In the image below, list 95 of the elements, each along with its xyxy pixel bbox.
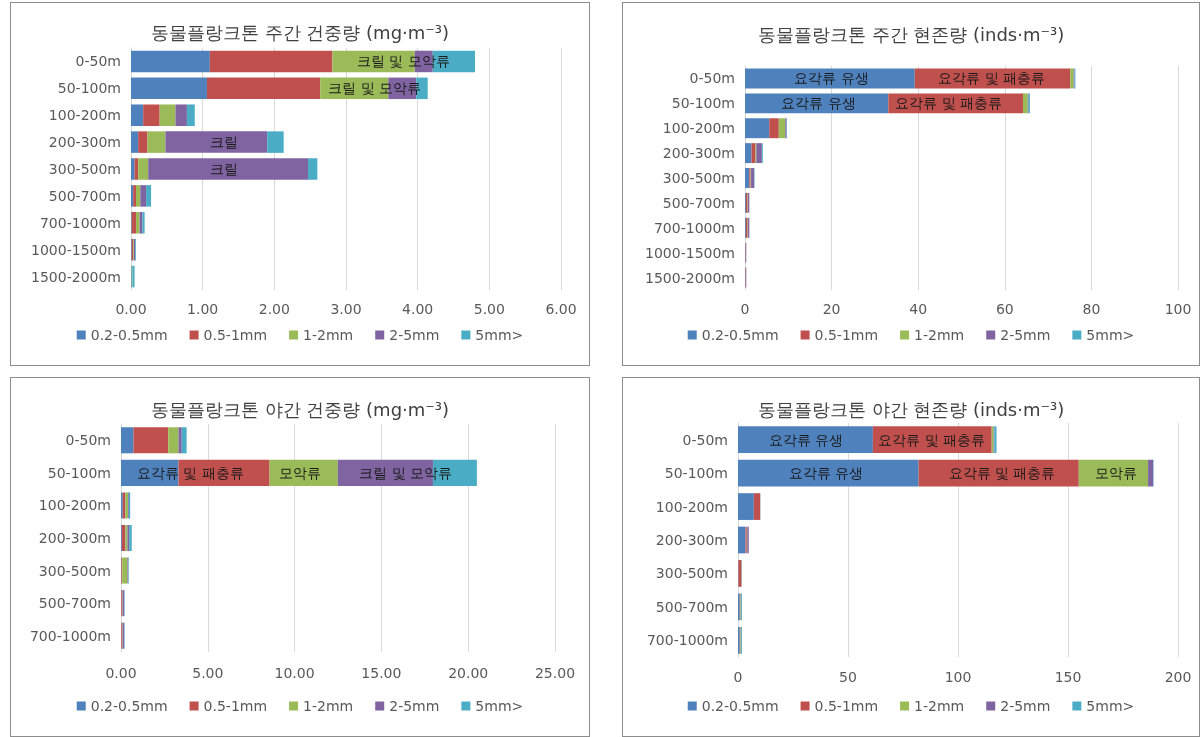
x-tick-label: 25.00 <box>534 665 576 681</box>
annotation: 요각류 유생 <box>788 465 864 482</box>
x-tick-label: 10.00 <box>274 665 315 681</box>
y-tick-label: 300-500m <box>655 565 728 582</box>
legend-label: 2-5mm <box>389 698 440 714</box>
y-tick-label: 500-700m <box>38 595 111 612</box>
x-tick-label: 40 <box>909 301 928 317</box>
y-tick-label: 1500-2000m <box>31 268 121 285</box>
x-tick-label: 3.00 <box>330 301 362 317</box>
x-tick-label: 0 <box>740 301 750 317</box>
x-tick-label: 100 <box>944 669 972 685</box>
legend-label: 5mm> <box>475 327 524 343</box>
legend-label: 5mm> <box>475 698 524 714</box>
y-tick-label: 700-1000m <box>29 627 111 644</box>
x-tick-label: 15.00 <box>361 665 402 681</box>
legend-label: 0.5-1mm <box>203 327 268 343</box>
annotation: 요각류 및 패충류 <box>895 95 1002 112</box>
y-tick-label: 100-200m <box>48 107 121 124</box>
y-tick-label: 1000-1500m <box>645 244 735 261</box>
y-tick-label: 50-100m <box>671 95 735 112</box>
x-tick-label: 2.00 <box>258 301 290 317</box>
y-tick-label: 0-50m <box>65 432 111 449</box>
chart-title: 동물플랑크톤 주간 현존량 (inds·m⁻³) <box>757 23 1065 45</box>
annotation: 크릴 <box>210 161 239 177</box>
y-tick-label: 50-100m <box>47 464 111 481</box>
y-tick-label: 500-700m <box>48 187 121 204</box>
annotation: 요각류 유생 <box>794 70 869 87</box>
chart-title: 동물플랑크톤 주간 건중량 (mg·m⁻³) <box>150 21 450 43</box>
x-tick-label: 20.00 <box>448 665 489 681</box>
y-tick-label: 50-100m <box>57 80 121 97</box>
annotation: 요각류 유생 <box>781 95 856 112</box>
y-tick-label: 0-50m <box>682 431 728 448</box>
y-tick-label: 200-300m <box>655 532 728 548</box>
legend-label: 5mm> <box>1086 698 1135 714</box>
y-tick-label: 700-1000m <box>653 219 735 236</box>
y-tick-label: 200-300m <box>48 134 121 151</box>
x-tick-label: 0.00 <box>115 301 147 317</box>
x-tick-label: 4.00 <box>402 301 434 317</box>
x-tick-label: 5.00 <box>473 301 505 317</box>
legend-label: 0.5-1mm <box>814 327 879 343</box>
chart-title: 동물플랑크톤 야간 현존량 (inds·m⁻³) <box>757 398 1065 420</box>
y-tick-label: 50-100m <box>664 465 728 482</box>
y-tick-label: 300-500m <box>48 161 121 177</box>
x-tick-label: 1.00 <box>187 301 219 317</box>
legend-label: 2-5mm <box>1000 698 1051 714</box>
annotation: 요각류 및 패충류 <box>878 431 986 448</box>
x-tick-label: 50 <box>839 669 857 685</box>
annotation: 요각류 및 패충류 <box>938 70 1046 87</box>
legend-label: 1-2mm <box>914 698 965 714</box>
annotation: 크릴 및 모악류 <box>356 53 450 70</box>
legend-label: 1-2mm <box>303 327 354 343</box>
y-tick-label: 1000-1500m <box>31 241 121 258</box>
y-tick-label: 500-700m <box>662 194 735 211</box>
legend-label: 0.5-1mm <box>203 698 268 714</box>
y-tick-label: 300-500m <box>662 170 735 186</box>
y-tick-label: 200-300m <box>662 145 735 162</box>
x-tick-label: 0 <box>733 669 743 685</box>
legend-label: 2-5mm <box>1000 327 1051 343</box>
annotation: 크릴 및 모악류 <box>359 464 453 481</box>
annotation: 모악류 <box>1095 465 1138 482</box>
y-tick-label: 0-50m <box>689 70 735 87</box>
x-tick-label: 200 <box>1164 669 1192 685</box>
x-tick-label: 5.00 <box>192 665 224 681</box>
legend-label: 5mm> <box>1086 327 1135 343</box>
legend-label: 0.5-1mm <box>814 698 879 714</box>
annotation: 요각류 및 패충류 <box>136 464 244 481</box>
legend-label: 0.2-0.5mm <box>90 327 168 343</box>
x-tick-label: 6.00 <box>545 301 577 317</box>
y-tick-label: 0-50m <box>75 53 121 70</box>
y-tick-label: 100-200m <box>662 120 735 137</box>
legend-label: 2-5mm <box>389 327 440 343</box>
y-tick-label: 100-200m <box>655 498 728 515</box>
legend-label: 1-2mm <box>303 698 354 714</box>
x-tick-label: 80 <box>1082 301 1101 317</box>
chart-title: 동물플랑크톤 야간 건중량 (mg·m⁻³) <box>150 398 450 420</box>
y-tick-label: 200-300m <box>38 530 111 546</box>
annotation: 크릴 <box>210 134 239 151</box>
annotation: 요각류 및 패충류 <box>948 465 1056 482</box>
x-tick-label: 150 <box>1054 669 1082 685</box>
y-tick-label: 100-200m <box>38 497 111 514</box>
x-tick-label: 100 <box>1164 301 1192 317</box>
y-tick-label: 500-700m <box>655 598 728 615</box>
y-tick-label: 300-500m <box>38 562 111 579</box>
x-tick-label: 0.00 <box>105 665 137 681</box>
legend-label: 0.2-0.5mm <box>90 698 168 714</box>
legend-label: 1-2mm <box>914 327 965 343</box>
legend-label: 0.2-0.5mm <box>701 327 779 343</box>
legend-label: 0.2-0.5mm <box>701 698 779 714</box>
x-tick-label: 20 <box>822 301 841 317</box>
y-tick-label: 700-1000m <box>39 214 121 231</box>
y-tick-label: 1500-2000m <box>645 269 735 286</box>
annotation: 요각류 유생 <box>768 431 844 448</box>
y-tick-label: 700-1000m <box>646 632 728 649</box>
x-tick-label: 60 <box>995 301 1014 317</box>
annotation: 모악류 <box>278 464 321 481</box>
